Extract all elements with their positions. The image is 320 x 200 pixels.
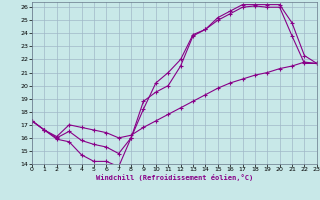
- X-axis label: Windchill (Refroidissement éolien,°C): Windchill (Refroidissement éolien,°C): [96, 174, 253, 181]
